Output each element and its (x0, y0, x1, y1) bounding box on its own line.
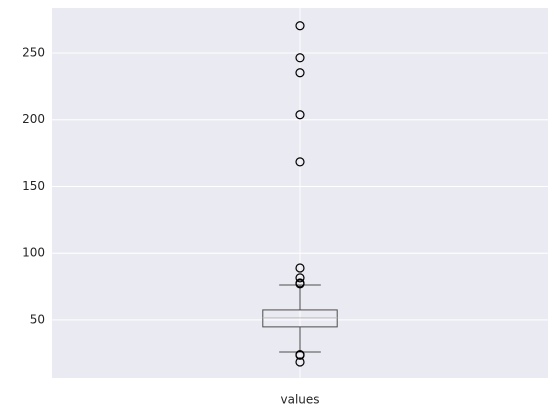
y-tick-label: 150 (22, 179, 45, 193)
x-tick-label: values (280, 393, 319, 407)
y-tick-label: 250 (22, 45, 45, 59)
flier (295, 68, 305, 78)
y-tick-label: 50 (30, 312, 45, 326)
flier (295, 21, 305, 31)
y-tick-label: 200 (22, 112, 45, 126)
flier (295, 279, 305, 289)
flier (295, 273, 305, 283)
y-tick-label: 100 (22, 246, 45, 260)
flier (295, 357, 305, 367)
flier (295, 350, 305, 360)
flier (295, 110, 305, 120)
flier (295, 263, 305, 273)
flier (295, 53, 305, 63)
flier (295, 157, 305, 167)
